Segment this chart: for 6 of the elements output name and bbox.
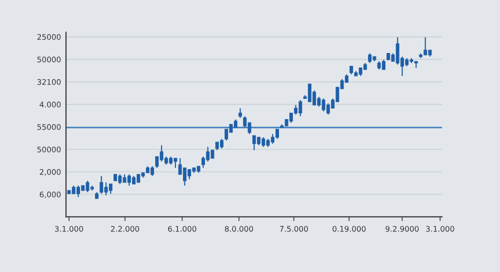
candlestick xyxy=(382,59,386,70)
candlestick xyxy=(108,183,112,194)
candlestick xyxy=(238,108,242,118)
candlestick xyxy=(368,52,372,64)
candlestick xyxy=(220,138,224,150)
candlestick xyxy=(243,116,247,128)
